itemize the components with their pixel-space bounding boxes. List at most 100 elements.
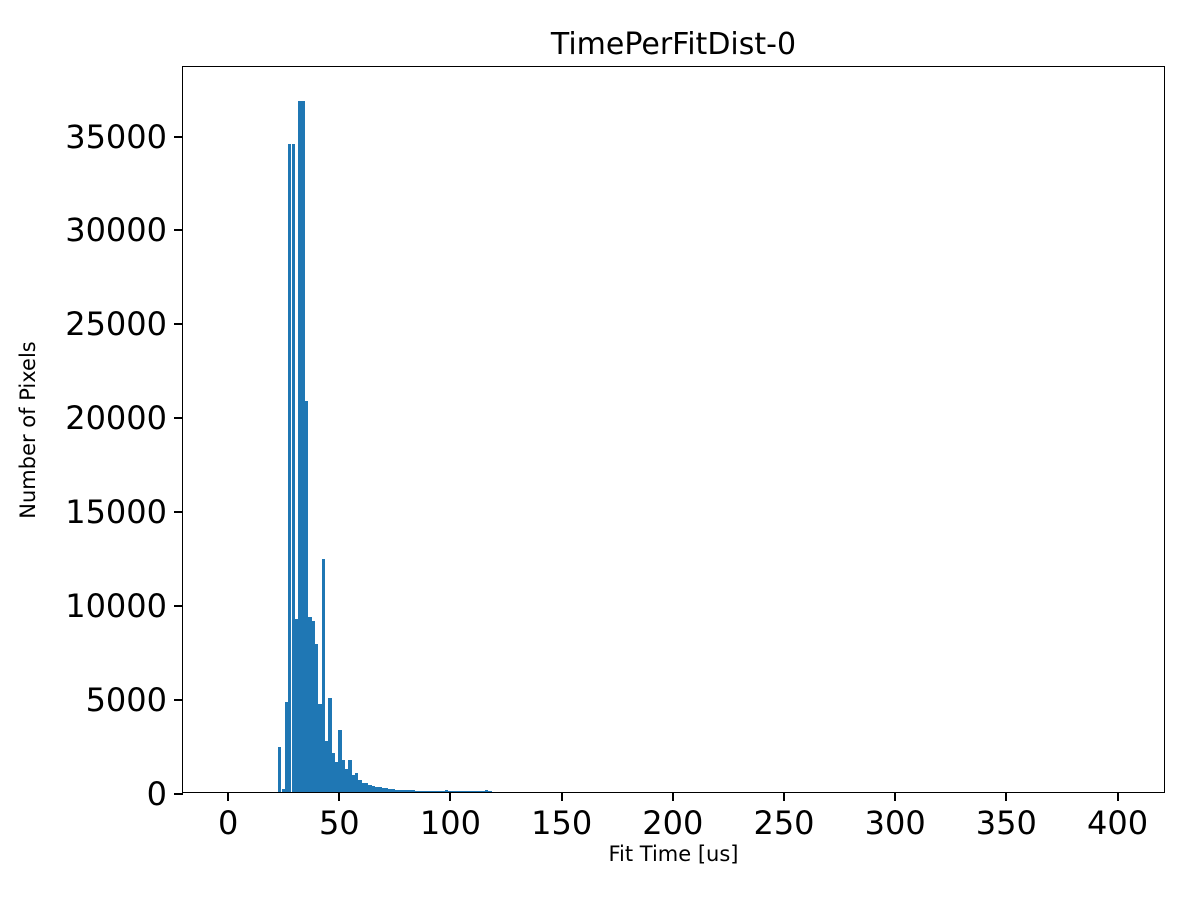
y-tick-mark xyxy=(174,323,183,326)
histogram-bar xyxy=(311,621,315,792)
histogram-bar xyxy=(361,782,365,792)
histogram-bar xyxy=(354,773,359,792)
x-tick-mark xyxy=(560,792,563,801)
histogram-bar xyxy=(378,787,382,792)
histogram-bars-layer xyxy=(183,67,1164,792)
histogram-bar xyxy=(428,790,432,792)
x-tick-mark xyxy=(894,792,897,801)
x-tick-label: 0 xyxy=(217,804,239,842)
histogram-bar xyxy=(391,789,395,792)
histogram-bar xyxy=(288,143,292,792)
y-tick-label: 20000 xyxy=(65,399,167,438)
histogram-bar xyxy=(478,791,482,792)
y-tick-mark xyxy=(174,699,183,702)
x-tick-label: 50 xyxy=(318,804,360,842)
histogram-bar xyxy=(298,100,302,792)
histogram-bar xyxy=(474,791,479,792)
histogram-bar xyxy=(291,143,295,792)
x-tick-label: 150 xyxy=(531,804,593,842)
histogram-bar xyxy=(341,760,345,792)
x-tick-label: 400 xyxy=(1086,804,1149,842)
histogram-bar xyxy=(281,789,285,792)
histogram-bar xyxy=(294,619,299,792)
x-tick-mark xyxy=(449,792,452,801)
histogram-bar xyxy=(324,741,329,792)
x-tick-mark xyxy=(1005,792,1008,801)
y-tick-mark xyxy=(174,229,183,232)
histogram-bar xyxy=(371,786,375,792)
histogram-bar xyxy=(304,401,309,792)
y-tick-label: 25000 xyxy=(65,305,167,344)
y-tick-label: 15000 xyxy=(65,493,167,532)
histogram-bar xyxy=(314,643,319,792)
y-tick-mark xyxy=(174,135,183,138)
y-tick-label: 10000 xyxy=(65,587,167,626)
histogram-bar xyxy=(468,791,472,792)
histogram-bar xyxy=(421,790,425,792)
x-tick-label: 250 xyxy=(753,804,815,842)
histogram-bar xyxy=(398,789,402,792)
x-tick-mark xyxy=(783,792,785,801)
histogram-bar xyxy=(358,779,362,792)
y-tick-label: 5000 xyxy=(85,681,167,720)
y-tick-mark xyxy=(174,793,183,795)
histogram-bar xyxy=(484,789,489,792)
histogram-bar xyxy=(441,791,445,792)
histogram-bar xyxy=(461,791,465,792)
x-tick-label: 300 xyxy=(864,804,926,842)
histogram-bar xyxy=(318,703,322,792)
histogram-bar xyxy=(374,786,379,792)
histogram-bar xyxy=(424,790,429,792)
histogram-bar xyxy=(351,775,355,792)
histogram-bar xyxy=(278,746,282,792)
histogram-bar xyxy=(401,789,405,792)
x-tick-mark xyxy=(338,792,341,801)
histogram-bar xyxy=(284,701,289,792)
y-tick-label: 35000 xyxy=(65,117,167,156)
histogram-bar xyxy=(448,790,452,792)
histogram-bar xyxy=(321,559,325,792)
histogram-bar xyxy=(384,788,389,792)
y-tick-mark xyxy=(174,511,183,514)
histogram-bar xyxy=(408,790,412,792)
x-axis-label: Fit Time [us] xyxy=(608,842,739,866)
histogram-bar xyxy=(464,791,469,792)
y-tick-mark xyxy=(174,417,183,420)
histogram-bar xyxy=(411,790,415,792)
x-tick-mark xyxy=(227,792,230,801)
histogram-bar xyxy=(368,784,372,792)
y-axis-label-container: Number of Pixels xyxy=(8,66,48,793)
histogram-bar xyxy=(454,791,459,792)
histogram-bar xyxy=(481,791,485,792)
chart-title: TimePerFitDist-0 xyxy=(550,27,797,62)
x-tick-mark xyxy=(1116,792,1119,801)
histogram-bar xyxy=(444,790,449,792)
histogram-bar xyxy=(338,730,342,792)
histogram-bar xyxy=(331,752,335,792)
histogram-bar xyxy=(334,761,339,792)
y-tick-mark xyxy=(174,605,183,608)
histogram-bar xyxy=(394,789,399,792)
histogram-bar xyxy=(488,791,492,792)
y-tick-label: 0 xyxy=(146,775,167,813)
histogram-bar xyxy=(328,698,332,792)
histogram-bar xyxy=(451,790,455,792)
histogram-bar xyxy=(471,791,475,792)
histogram-bar xyxy=(364,782,369,792)
histogram-bar xyxy=(458,791,462,792)
y-axis-label: Number of Pixels xyxy=(16,340,40,519)
histogram-bar xyxy=(381,787,385,792)
x-tick-label: 350 xyxy=(975,804,1037,842)
x-tick-label: 100 xyxy=(419,804,482,842)
histogram-bar xyxy=(388,789,392,792)
histogram-bar xyxy=(438,791,442,792)
plot-area: 0 50 100 150 200 250 300 350 400 0 5000 10000 15000… xyxy=(65,66,1165,842)
y-tick-label: 30000 xyxy=(65,211,167,250)
histogram-bar xyxy=(344,769,349,792)
histogram-bar xyxy=(348,760,352,792)
x-tick-label: 200 xyxy=(642,804,704,842)
histogram-bar xyxy=(418,790,422,792)
histogram-bar xyxy=(414,790,419,792)
x-tick-mark xyxy=(671,792,674,801)
